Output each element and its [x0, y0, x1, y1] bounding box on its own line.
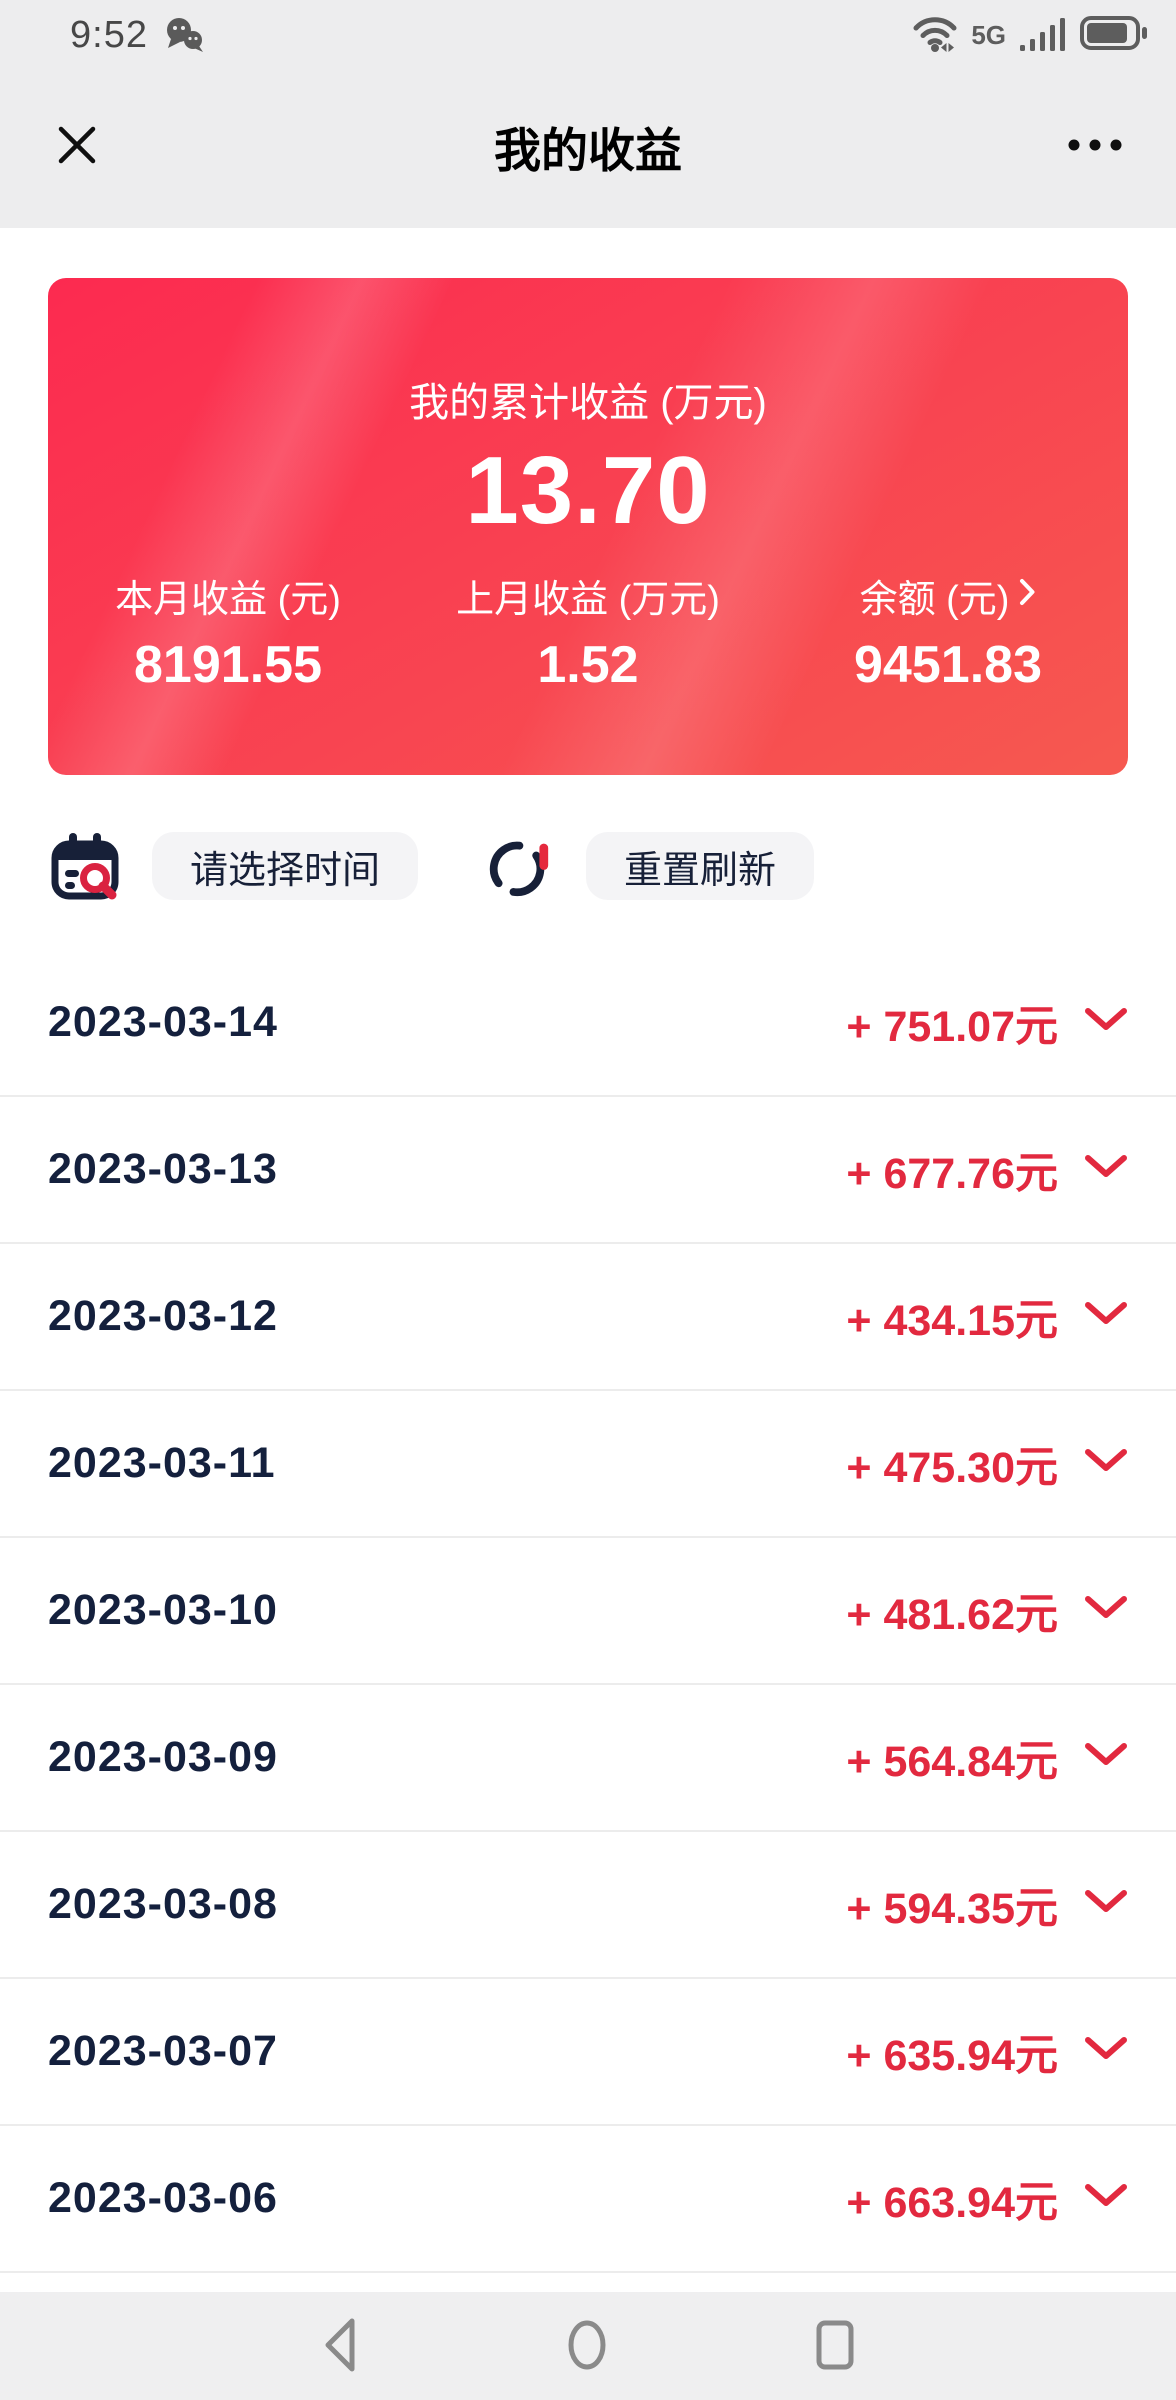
recents-button[interactable]: [815, 2319, 855, 2374]
app-header: 我的收益: [0, 64, 1176, 228]
home-button[interactable]: [567, 2319, 607, 2374]
earnings-amount: + 564.84元: [846, 1737, 1058, 1786]
earnings-row[interactable]: 2023-03-08 + 594.35元: [0, 1832, 1176, 1979]
chevron-down-icon[interactable]: [1084, 1301, 1128, 1332]
stat-lastmonth-value: 1.52: [537, 636, 639, 694]
stat-lastmonth-label: 上月收益 (万元): [456, 579, 720, 621]
chevron-down-icon[interactable]: [1084, 1742, 1128, 1773]
earnings-amount: + 475.30元: [846, 1443, 1058, 1492]
earnings-amount: + 751.07元: [846, 1002, 1058, 1051]
earnings-row[interactable]: 2023-03-13 + 677.76元: [0, 1097, 1176, 1244]
back-triangle-icon: [321, 2316, 359, 2377]
earnings-amount: + 677.76元: [846, 1149, 1058, 1198]
earnings-amount: + 481.62元: [846, 1590, 1058, 1639]
status-bar: 9:52 5G: [0, 0, 1176, 64]
chevron-right-icon: [1019, 574, 1036, 617]
earnings-row[interactable]: 2023-03-14 + 751.07元: [0, 950, 1176, 1097]
chevron-down-icon[interactable]: [1084, 1154, 1128, 1185]
more-options-icon: [1066, 138, 1124, 155]
close-icon: [52, 120, 102, 173]
network-type-label: 5G: [971, 19, 1006, 50]
stat-lastmonth-earnings: 上月收益 (万元) 1.52: [408, 568, 768, 695]
stat-balance-link[interactable]: 余额 (元) 9451.83: [768, 568, 1128, 695]
stat-month-label: 本月收益 (元): [115, 579, 341, 621]
more-options-button[interactable]: [1066, 138, 1124, 155]
date-picker-label: 请选择时间: [190, 849, 381, 892]
reset-refresh-label: 重置刷新: [624, 849, 777, 892]
earnings-amount: + 594.35元: [846, 1884, 1058, 1933]
chevron-down-icon[interactable]: [1084, 2036, 1128, 2067]
page-title: 我的收益: [494, 123, 682, 177]
chevron-down-icon[interactable]: [1084, 1595, 1128, 1626]
earnings-date: 2023-03-08: [48, 1880, 278, 1928]
earnings-row[interactable]: 2023-03-12 + 434.15元: [0, 1244, 1176, 1391]
earnings-date: 2023-03-10: [48, 1586, 278, 1634]
earnings-row[interactable]: 2023-03-06 + 663.94元: [0, 2126, 1176, 2273]
earnings-amount: + 663.94元: [846, 2178, 1058, 2227]
earnings-date: 2023-03-07: [48, 2027, 278, 2075]
stat-balance-label: 余额 (元): [859, 579, 1010, 621]
total-earnings-label: 我的累计收益 (万元): [409, 381, 767, 425]
chevron-down-icon[interactable]: [1084, 1007, 1128, 1038]
calendar-search-button[interactable]: [48, 827, 124, 906]
earnings-date: 2023-03-09: [48, 1733, 278, 1781]
chevron-down-icon[interactable]: [1084, 1448, 1128, 1479]
reset-refresh-button[interactable]: 重置刷新: [586, 832, 815, 900]
stat-month-value: 8191.55: [134, 636, 322, 694]
date-picker-button[interactable]: 请选择时间: [152, 832, 419, 900]
earnings-date: 2023-03-13: [48, 1145, 278, 1193]
chevron-down-icon[interactable]: [1084, 2183, 1128, 2214]
stat-month-earnings: 本月收益 (元) 8191.55: [48, 568, 408, 695]
earnings-summary-card: 我的累计收益 (万元) 13.70 本月收益 (元) 8191.55 上月收益 …: [48, 278, 1128, 775]
close-button[interactable]: [52, 120, 102, 173]
clock: 9:52: [70, 13, 148, 56]
calendar-search-icon: [48, 827, 124, 906]
refresh-button[interactable]: [484, 830, 554, 903]
home-circle-icon: [567, 2319, 607, 2374]
back-button[interactable]: [321, 2316, 359, 2377]
earnings-list: 2023-03-14 + 751.07元 2023-03-13 + 677.76…: [0, 950, 1176, 2273]
earnings-row[interactable]: 2023-03-09 + 564.84元: [0, 1685, 1176, 1832]
stat-balance-value: 9451.83: [854, 636, 1042, 694]
battery-icon: [1080, 14, 1150, 57]
chevron-down-icon[interactable]: [1084, 1889, 1128, 1920]
earnings-row[interactable]: 2023-03-10 + 481.62元: [0, 1538, 1176, 1685]
earnings-row[interactable]: 2023-03-11 + 475.30元: [0, 1391, 1176, 1538]
earnings-date: 2023-03-11: [48, 1439, 276, 1487]
wechat-icon: [164, 17, 206, 53]
wifi-icon: [912, 12, 958, 59]
earnings-date: 2023-03-14: [48, 998, 278, 1046]
signal-strength-icon: [1019, 14, 1067, 57]
refresh-icon: [484, 830, 554, 903]
earnings-amount: + 635.94元: [846, 2031, 1058, 2080]
total-earnings-value: 13.70: [465, 437, 711, 544]
filter-bar: 请选择时间 重置刷新: [48, 830, 815, 903]
earnings-date: 2023-03-06: [48, 2174, 278, 2222]
earnings-date: 2023-03-12: [48, 1292, 278, 1340]
earnings-row[interactable]: 2023-03-07 + 635.94元: [0, 1979, 1176, 2126]
recents-square-icon: [815, 2319, 855, 2374]
earnings-amount: + 434.15元: [846, 1296, 1058, 1345]
system-nav-bar: [0, 2292, 1176, 2400]
